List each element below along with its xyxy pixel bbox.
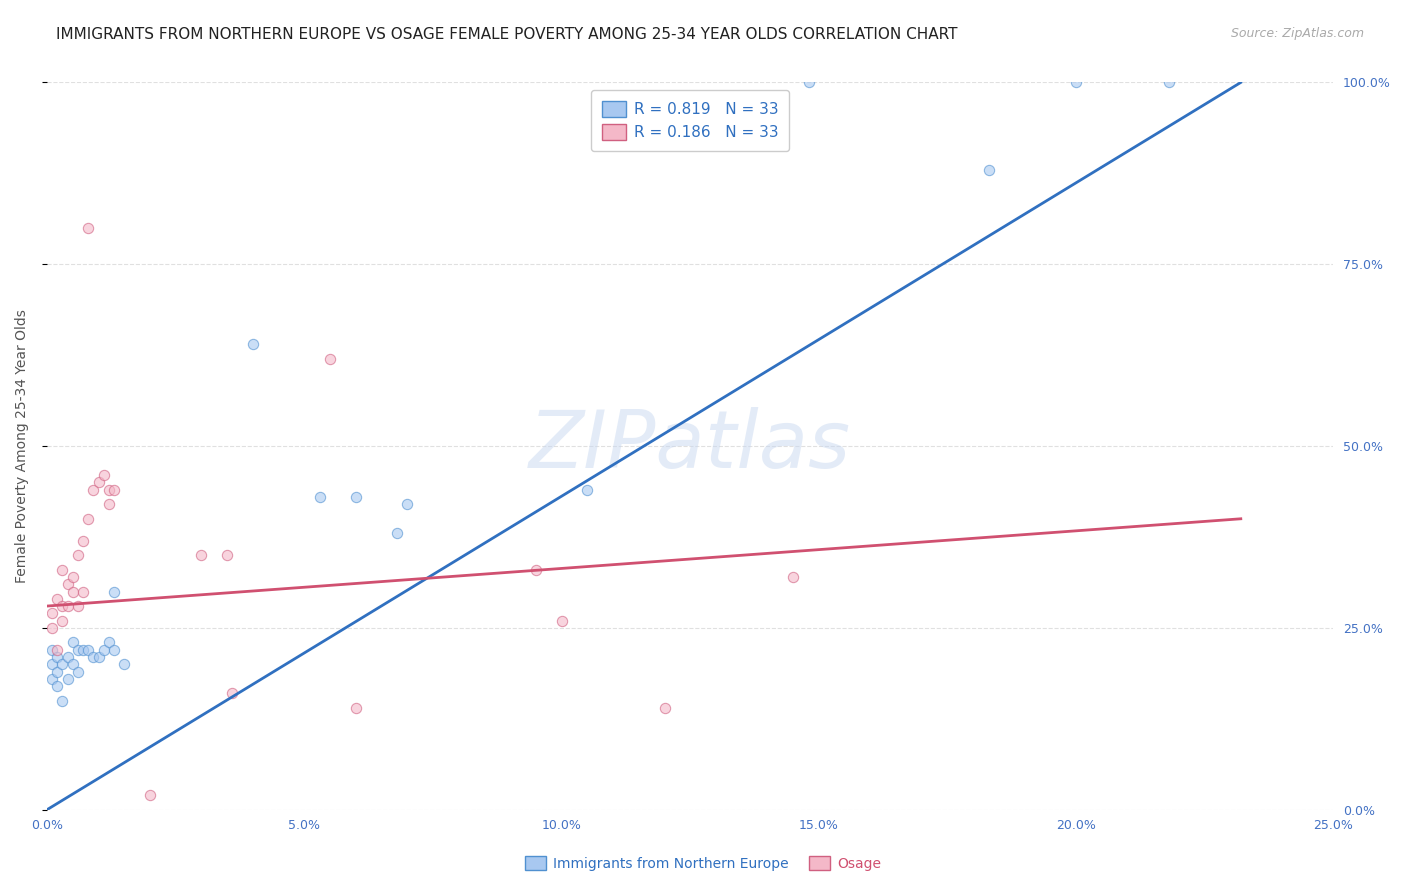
Point — [103, 642, 125, 657]
Point — [112, 657, 135, 672]
Point — [97, 497, 120, 511]
Point — [51, 563, 73, 577]
Point — [66, 599, 89, 613]
Point — [77, 512, 100, 526]
Point — [654, 701, 676, 715]
Point — [221, 686, 243, 700]
Point — [82, 649, 104, 664]
Point — [72, 584, 94, 599]
Point — [190, 548, 212, 562]
Point — [1157, 75, 1180, 89]
Point — [66, 665, 89, 679]
Point — [524, 563, 547, 577]
Point — [977, 162, 1000, 177]
Point — [77, 220, 100, 235]
Point — [62, 584, 84, 599]
Point — [93, 642, 115, 657]
Point — [46, 642, 69, 657]
Point — [97, 635, 120, 649]
Point — [576, 483, 599, 497]
Point — [77, 642, 100, 657]
Point — [97, 483, 120, 497]
Point — [87, 475, 110, 490]
Point — [51, 614, 73, 628]
Point — [82, 483, 104, 497]
Point — [242, 337, 264, 351]
Point — [62, 657, 84, 672]
Point — [344, 490, 367, 504]
Point — [103, 584, 125, 599]
Point — [46, 679, 69, 693]
Point — [344, 701, 367, 715]
Point — [62, 570, 84, 584]
Point — [308, 490, 330, 504]
Text: IMMIGRANTS FROM NORTHERN EUROPE VS OSAGE FEMALE POVERTY AMONG 25-34 YEAR OLDS CO: IMMIGRANTS FROM NORTHERN EUROPE VS OSAGE… — [56, 27, 957, 42]
Point — [41, 642, 63, 657]
Point — [56, 577, 79, 591]
Point — [46, 649, 69, 664]
Point — [72, 533, 94, 548]
Text: Source: ZipAtlas.com: Source: ZipAtlas.com — [1230, 27, 1364, 40]
Point — [66, 548, 89, 562]
Point — [46, 665, 69, 679]
Point — [66, 642, 89, 657]
Point — [41, 672, 63, 686]
Point — [56, 672, 79, 686]
Point — [782, 570, 804, 584]
Point — [217, 548, 239, 562]
Point — [319, 351, 342, 366]
Point — [396, 497, 419, 511]
Point — [103, 483, 125, 497]
Point — [41, 607, 63, 621]
Point — [139, 788, 162, 802]
Point — [385, 526, 408, 541]
Point — [41, 621, 63, 635]
Point — [41, 657, 63, 672]
Point — [51, 657, 73, 672]
Point — [62, 635, 84, 649]
Y-axis label: Female Poverty Among 25-34 Year Olds: Female Poverty Among 25-34 Year Olds — [15, 310, 30, 583]
Point — [93, 468, 115, 483]
Point — [56, 649, 79, 664]
Point — [51, 693, 73, 707]
Point — [797, 75, 820, 89]
Text: ZIPatlas: ZIPatlas — [529, 407, 851, 485]
Point — [87, 649, 110, 664]
Legend: R = 0.819   N = 33, R = 0.186   N = 33: R = 0.819 N = 33, R = 0.186 N = 33 — [591, 90, 789, 151]
Point — [550, 614, 572, 628]
Point — [56, 599, 79, 613]
Point — [1064, 75, 1087, 89]
Point — [51, 599, 73, 613]
Point — [46, 591, 69, 606]
Legend: Immigrants from Northern Europe, Osage: Immigrants from Northern Europe, Osage — [519, 850, 887, 876]
Point — [72, 642, 94, 657]
